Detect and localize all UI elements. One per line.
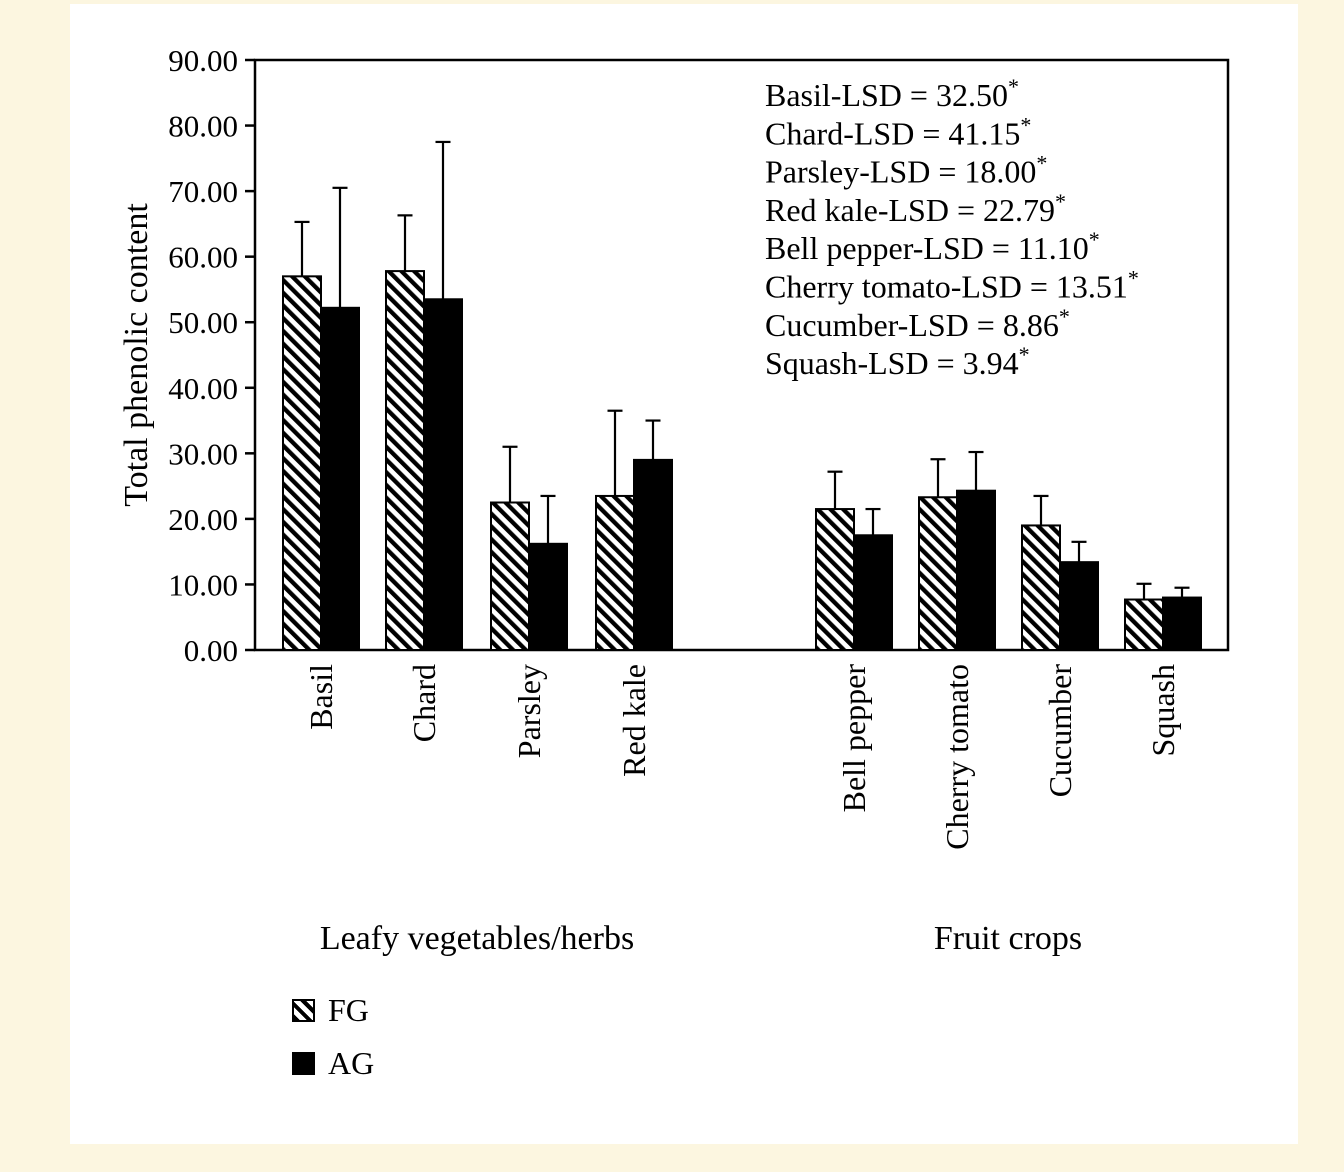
legend: FG AG [292, 992, 374, 1082]
bar-ag-bell-pepper [853, 534, 893, 651]
annotation-cherry-tomato-lsd: Cherry tomato-LSD = 13.51* [765, 266, 1139, 305]
annotation-squash-lsd: Squash-LSD = 3.94* [765, 342, 1030, 381]
bar-fg-basil [282, 275, 322, 651]
y-tick-label-60-00: 60.00 [168, 240, 238, 275]
bar-fg-red-kale [595, 494, 635, 652]
fg-hatched-swatch-icon [292, 999, 315, 1022]
y-tick-label-10-00: 10.00 [168, 567, 238, 602]
x-tick-label-bell-pepper: Bell pepper [836, 664, 872, 813]
group-label-leafy-vegetables: Leafy vegetables/herbs [319, 920, 635, 957]
annotation-bell-pepper-lsd: Bell pepper-LSD = 11.10* [765, 227, 1100, 266]
x-tick-label-parsley: Parsley [511, 664, 547, 758]
annotation-basil-lsd: Basil-LSD = 32.50* [765, 74, 1019, 113]
bar-ag-cucumber [1059, 561, 1099, 652]
bar-ag-cherry-tomato [956, 489, 996, 652]
y-tick-label-90-00: 90.00 [168, 43, 238, 78]
bar-fg-cherry-tomato [918, 496, 958, 651]
annotation-cucumber-lsd: Cucumber-LSD = 8.86* [765, 304, 1070, 343]
bar-ag-squash [1162, 596, 1202, 651]
x-tick-label-red-kale: Red kale [616, 664, 652, 777]
bar-ag-red-kale [633, 458, 673, 651]
bar-ag-basil [320, 306, 360, 651]
x-tick-label-cherry-tomato: Cherry tomato [939, 664, 975, 850]
bar-fg-parsley [490, 501, 530, 651]
y-tick-label-20-00: 20.00 [168, 502, 238, 537]
plot-border [253, 58, 1230, 652]
legend-label-ag: AG [328, 1045, 375, 1081]
bar-fg-bell-pepper [815, 508, 855, 651]
x-tick-label-basil: Basil [303, 664, 339, 730]
legend-item-ag: AG [292, 1045, 374, 1082]
x-tick-label-chard: Chard [406, 664, 442, 742]
annotation-parsley-lsd: Parsley-LSD = 18.00* [765, 151, 1047, 190]
y-tick-label-50-00: 50.00 [168, 305, 238, 340]
ag-solid-swatch-icon [292, 1052, 315, 1075]
bar-fg-chard [385, 270, 425, 651]
y-tick-label-0-00: 0.00 [184, 633, 238, 668]
bar-ag-chard [423, 298, 463, 651]
bar-fg-squash [1124, 598, 1164, 651]
x-tick-label-squash: Squash [1145, 664, 1181, 756]
y-tick-label-30-00: 30.00 [168, 436, 238, 471]
group-label-fruit-crops: Fruit crops [933, 920, 1083, 957]
annotation-red-kale-lsd: Red kale-LSD = 22.79* [765, 189, 1066, 228]
bar-fg-cucumber [1021, 524, 1061, 652]
annotation-chard-lsd: Chard-LSD = 41.15* [765, 112, 1031, 151]
y-axis-title: Total phenolic content [118, 203, 155, 507]
bar-ag-parsley [528, 542, 568, 651]
y-tick-label-80-00: 80.00 [168, 109, 238, 144]
y-tick-label-40-00: 40.00 [168, 371, 238, 406]
legend-label-fg: FG [328, 992, 369, 1028]
x-tick-label-cucumber: Cucumber [1042, 664, 1078, 798]
y-tick-label-70-00: 70.00 [168, 174, 238, 209]
legend-item-fg: FG [292, 992, 374, 1029]
